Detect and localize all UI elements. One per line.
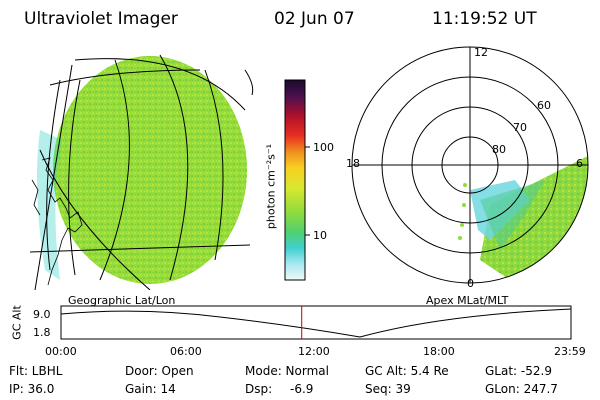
- info-gc-alt: GC Alt: 5.4 Re: [365, 364, 449, 378]
- mlat-label-70: 70: [513, 121, 527, 134]
- info-gain: Gain: 14: [125, 382, 176, 396]
- altitude-ytick-9: 9.0: [33, 308, 51, 321]
- info-glon: GLon: 247.7: [485, 382, 558, 396]
- info-seq: Seq: 39: [365, 382, 411, 396]
- right-panel-caption: Apex MLat/MLT: [426, 294, 509, 307]
- info-dsp-value: -6.9: [290, 382, 314, 396]
- altitude-xtick-2359: 23:59: [554, 345, 586, 358]
- info-ip: IP: 36.0: [9, 382, 55, 396]
- header-time: 11:19:52 UT: [432, 9, 537, 29]
- mlt-label-6: 6: [576, 157, 583, 170]
- altitude-xtick-0600: 06:00: [170, 345, 202, 358]
- altitude-ylabel: GC Alt: [10, 305, 24, 340]
- altitude-plot: [60, 305, 572, 340]
- mlat-label-80: 80: [492, 143, 506, 156]
- coastline: [41, 157, 83, 286]
- mlt-label-12: 12: [474, 46, 488, 59]
- polar-grid: [351, 46, 589, 284]
- left-panel-caption: Geographic Lat/Lon: [68, 294, 176, 307]
- instrument-title: Ultraviolet Imager: [24, 9, 178, 29]
- altitude-curve: [60, 308, 572, 338]
- altitude-ytick-1-8: 1.8: [33, 326, 51, 339]
- mlat-label-60: 60: [537, 99, 551, 112]
- uv-disk: [53, 56, 247, 284]
- altitude-xtick-1800: 18:00: [423, 345, 455, 358]
- colorbar-tick-100: 100: [313, 141, 334, 154]
- info-glat: GLat: -52.9: [485, 364, 552, 378]
- colorbar: [284, 79, 310, 281]
- info-dsp-label: Dsp:: [245, 382, 273, 396]
- mlt-label-0: 0: [467, 277, 474, 290]
- colorbar-unit-label: photon cm⁻²s⁻¹: [264, 143, 278, 230]
- info-door: Door: Open: [125, 364, 194, 378]
- lat-lon-grid: [29, 54, 254, 290]
- mlt-label-18: 18: [346, 157, 360, 170]
- geographic-image: [29, 54, 254, 290]
- info-filter: Flt: LBHL: [9, 364, 63, 378]
- header-date: 02 Jun 07: [274, 9, 355, 29]
- altitude-xtick-0000: 00:00: [45, 345, 77, 358]
- info-mode: Mode: Normal: [245, 364, 329, 378]
- colorbar-tick-10: 10: [313, 229, 327, 242]
- altitude-xtick-1200: 12:00: [298, 345, 330, 358]
- polar-plot: [351, 46, 589, 284]
